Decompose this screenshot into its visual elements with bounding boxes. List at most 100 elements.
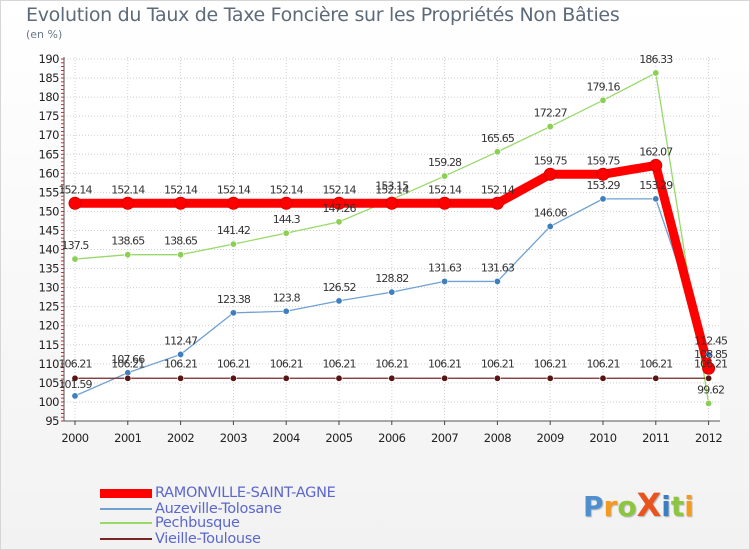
data-point <box>490 196 504 210</box>
data-label: 147.26 <box>322 202 356 215</box>
data-label: 112.47 <box>164 334 198 347</box>
data-point <box>493 374 501 382</box>
legend-label: Vieille-Toulouse <box>155 531 261 547</box>
x-tick-label: 2009 <box>537 431 564 445</box>
y-tick-label: 120 <box>39 319 60 333</box>
data-label: 152.14 <box>164 183 198 196</box>
data-point <box>652 195 660 203</box>
x-tick-label: 2010 <box>589 431 616 445</box>
data-label: 137.5 <box>62 239 90 252</box>
data-label: 99.62 <box>697 383 724 396</box>
y-tick-label: 150 <box>39 204 60 218</box>
chart-title: Evolution du Taux de Taxe Foncière sur l… <box>26 4 620 26</box>
data-label: 106.21 <box>428 357 461 370</box>
data-label: 106.21 <box>481 357 514 370</box>
data-label: 106.21 <box>58 357 91 370</box>
data-point <box>599 96 607 104</box>
legend-swatch <box>100 508 152 510</box>
y-tick-label: 185 <box>39 71 60 85</box>
data-label: 153.29 <box>639 179 673 192</box>
data-label: 144.3 <box>273 213 301 226</box>
data-point <box>546 222 554 230</box>
data-label: 106.21 <box>270 357 303 370</box>
data-label: 141.42 <box>217 224 250 237</box>
y-tick-label: 95 <box>45 414 59 428</box>
x-tick-label: 2001 <box>114 431 141 445</box>
data-point <box>335 297 343 305</box>
data-point <box>71 392 79 400</box>
data-point <box>121 196 135 210</box>
data-label: 165.65 <box>481 132 515 145</box>
logo-letter: o <box>617 490 637 523</box>
data-point <box>229 374 237 382</box>
data-point <box>441 172 449 180</box>
data-point <box>652 374 660 382</box>
data-point <box>124 374 132 382</box>
x-tick-label: 2012 <box>695 431 722 445</box>
legend-item: Auzeville-Tolosane <box>100 501 282 517</box>
y-tick-label: 125 <box>39 300 60 314</box>
data-label: 131.63 <box>481 261 515 274</box>
data-label: 106.21 <box>375 357 408 370</box>
data-label: 128.82 <box>375 272 408 285</box>
data-label: 106.21 <box>534 357 567 370</box>
data-label: 106.21 <box>322 357 355 370</box>
data-label: 106.21 <box>164 357 197 370</box>
data-label: 123.38 <box>217 293 251 306</box>
x-tick-label: 2007 <box>431 431 458 445</box>
legend-label: RAMONVILLE-SAINT-AGNE <box>155 485 336 501</box>
y-tick-label: 145 <box>39 223 60 237</box>
data-label: 108.85 <box>694 348 728 361</box>
data-point <box>335 374 343 382</box>
x-tick-label: 2000 <box>61 431 88 445</box>
x-tick-label: 2003 <box>220 431 247 445</box>
legend-item: RAMONVILLE-SAINT-AGNE <box>100 485 336 501</box>
data-point <box>546 123 554 131</box>
y-tick-label: 170 <box>39 128 60 142</box>
y-tick-label: 180 <box>39 90 60 104</box>
data-label: 106.21 <box>639 357 672 370</box>
data-point <box>438 196 452 210</box>
data-point <box>71 255 79 263</box>
logo-letter: P <box>583 490 604 523</box>
data-label: 152.14 <box>58 183 92 196</box>
data-point <box>226 196 240 210</box>
data-label: 152.14 <box>428 183 462 196</box>
x-tick-label: 2004 <box>273 431 300 445</box>
data-label: 152.14 <box>270 183 304 196</box>
y-tick-label: 165 <box>39 147 60 161</box>
logo-letter: r <box>603 490 618 523</box>
logo-letter: i <box>684 490 694 523</box>
data-label: 159.75 <box>534 154 568 167</box>
y-tick-label: 140 <box>39 243 60 257</box>
data-point <box>282 307 290 315</box>
data-point <box>68 196 82 210</box>
data-point <box>385 196 399 210</box>
data-point <box>599 374 607 382</box>
data-label: 152.14 <box>111 183 145 196</box>
data-label: 162.07 <box>639 145 673 158</box>
logo-letter: X <box>636 486 662 524</box>
data-point <box>599 195 607 203</box>
legend-swatch <box>100 538 152 540</box>
data-point <box>705 399 713 407</box>
x-tick-label: 2002 <box>167 431 194 445</box>
data-point <box>441 374 449 382</box>
data-point <box>177 374 185 382</box>
data-label: 152.14 <box>481 183 515 196</box>
data-point <box>174 196 188 210</box>
data-point <box>335 218 343 226</box>
data-label: 146.06 <box>534 206 568 219</box>
x-tick-label: 2005 <box>325 431 352 445</box>
data-point <box>493 148 501 156</box>
data-label: 186.33 <box>639 53 673 66</box>
y-tick-label: 130 <box>39 281 60 295</box>
data-point <box>441 277 449 285</box>
data-point <box>705 351 713 359</box>
data-point <box>652 69 660 77</box>
data-label: 106.21 <box>217 357 250 370</box>
data-label: 159.75 <box>586 154 620 167</box>
legend-item: Pechbusque <box>100 515 240 531</box>
data-label: 153.15 <box>375 179 409 192</box>
chart-subtitle: (en %) <box>26 28 63 41</box>
